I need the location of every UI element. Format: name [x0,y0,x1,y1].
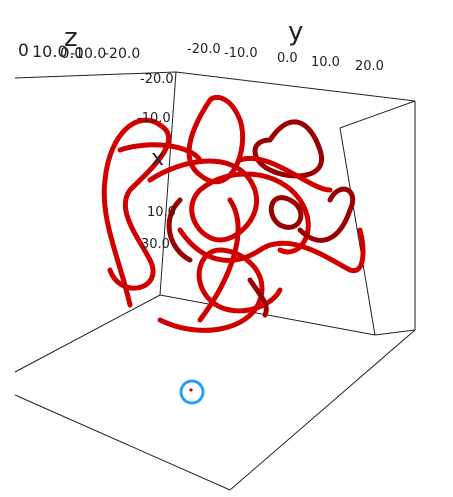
tick-label: -20.0 [187,42,221,57]
z-axis: z 0 10.0 0.0 -10.0 -20.0 [18,23,140,62]
box-edge [374,329,416,336]
box-edge [14,71,416,129]
tick-label: 10.0 [147,205,176,220]
tick-label: 10.0 [311,55,340,70]
box-edge [229,329,416,491]
tick-label: 10.0 [32,42,68,61]
chain-segment [117,142,333,323]
chain-segment [166,197,269,318]
cursor-marker[interactable] [179,379,205,405]
tick-label: 30.0 [141,237,170,252]
chain-segment [186,95,246,185]
tick-label: -20.0 [104,46,140,62]
chain-segment [101,117,172,308]
selected-point [189,388,193,392]
chain-segment [177,227,366,274]
axis-label: z [64,23,78,53]
chain-segment [268,186,356,243]
box-edge [14,294,161,373]
tick-label: -10.0 [224,46,258,61]
tick-label: 20.0 [355,59,384,74]
tick-label: -10.0 [137,111,171,126]
axis-label: y [288,17,303,47]
chain-trace [101,95,366,333]
x-axis: x -20.0 -10.0 10.0 30.0 [137,72,176,252]
box-edge [159,71,177,296]
tick-label: 0.0 [277,51,298,66]
box-edge [14,394,231,491]
axis-label: x [151,146,164,171]
tick-label: 0.0 [60,44,84,62]
tick-label: 0 [18,41,29,61]
bounding-box [14,71,416,491]
tick-label: -20.0 [140,72,174,87]
y-axis: y -20.0 -10.0 0.0 10.0 20.0 [187,17,384,74]
chain-segment [157,247,283,333]
tick-label: -10.0 [70,46,106,62]
chain-segment [252,119,325,179]
box-edge [339,127,376,336]
selection-ring[interactable] [179,379,205,405]
